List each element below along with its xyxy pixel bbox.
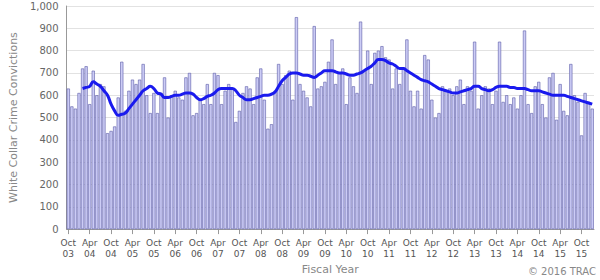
svg-text:900: 900 <box>39 23 58 34</box>
svg-text:Oct: Oct <box>445 238 461 248</box>
svg-text:800: 800 <box>39 45 58 56</box>
svg-text:11: 11 <box>383 249 394 259</box>
svg-text:04: 04 <box>105 249 117 259</box>
svg-text:07: 07 <box>234 249 245 259</box>
svg-text:© 2016 TRAC: © 2016 TRAC <box>528 266 596 277</box>
svg-text:Apr: Apr <box>253 238 269 248</box>
svg-text:06: 06 <box>170 249 182 259</box>
svg-text:Oct: Oct <box>360 238 376 248</box>
svg-text:09: 09 <box>298 249 310 259</box>
svg-text:0: 0 <box>52 224 58 235</box>
svg-text:14: 14 <box>512 249 524 259</box>
svg-text:Apr: Apr <box>510 238 526 248</box>
svg-text:10: 10 <box>362 249 374 259</box>
svg-text:Oct: Oct <box>146 238 162 248</box>
svg-text:04: 04 <box>84 249 96 259</box>
svg-text:08: 08 <box>276 249 288 259</box>
svg-text:03: 03 <box>63 249 74 259</box>
svg-text:12: 12 <box>447 249 458 259</box>
svg-text:1,000: 1,000 <box>30 1 59 12</box>
svg-text:05: 05 <box>127 249 138 259</box>
svg-text:Oct: Oct <box>574 238 590 248</box>
svg-text:11: 11 <box>405 249 416 259</box>
svg-text:Apr: Apr <box>167 238 183 248</box>
svg-text:Apr: Apr <box>381 238 397 248</box>
svg-text:Apr: Apr <box>296 238 312 248</box>
svg-text:700: 700 <box>39 67 58 78</box>
svg-text:09: 09 <box>319 249 331 259</box>
svg-text:400: 400 <box>39 134 58 145</box>
svg-text:13: 13 <box>490 249 501 259</box>
svg-text:10: 10 <box>341 249 353 259</box>
svg-text:Oct: Oct <box>488 238 504 248</box>
svg-text:Oct: Oct <box>317 238 333 248</box>
svg-text:Apr: Apr <box>125 238 141 248</box>
svg-text:Apr: Apr <box>424 238 440 248</box>
svg-text:Oct: Oct <box>189 238 205 248</box>
svg-text:Oct: Oct <box>403 238 419 248</box>
svg-text:Apr: Apr <box>552 238 568 248</box>
svg-text:600: 600 <box>39 90 58 101</box>
svg-text:Apr: Apr <box>82 238 98 248</box>
svg-text:Apr: Apr <box>339 238 355 248</box>
svg-text:Apr: Apr <box>467 238 483 248</box>
svg-text:300: 300 <box>39 157 58 168</box>
svg-text:12: 12 <box>426 249 437 259</box>
svg-text:Oct: Oct <box>103 238 119 248</box>
svg-text:15: 15 <box>554 249 565 259</box>
svg-text:08: 08 <box>255 249 267 259</box>
svg-text:14: 14 <box>533 249 545 259</box>
svg-text:Oct: Oct <box>274 238 290 248</box>
svg-text:Oct: Oct <box>531 238 547 248</box>
svg-text:100: 100 <box>39 201 58 212</box>
svg-text:200: 200 <box>39 179 58 190</box>
svg-text:Fiscal Year: Fiscal Year <box>302 263 359 276</box>
svg-text:Oct: Oct <box>232 238 248 248</box>
svg-text:White Collar Crime Convictions: White Collar Crime Convictions <box>7 32 20 203</box>
svg-text:15: 15 <box>576 249 587 259</box>
svg-text:13: 13 <box>469 249 480 259</box>
svg-text:Apr: Apr <box>210 238 226 248</box>
svg-text:06: 06 <box>191 249 203 259</box>
svg-text:500: 500 <box>39 112 58 123</box>
svg-text:Oct: Oct <box>61 238 77 248</box>
svg-text:07: 07 <box>212 249 223 259</box>
svg-text:05: 05 <box>148 249 159 259</box>
